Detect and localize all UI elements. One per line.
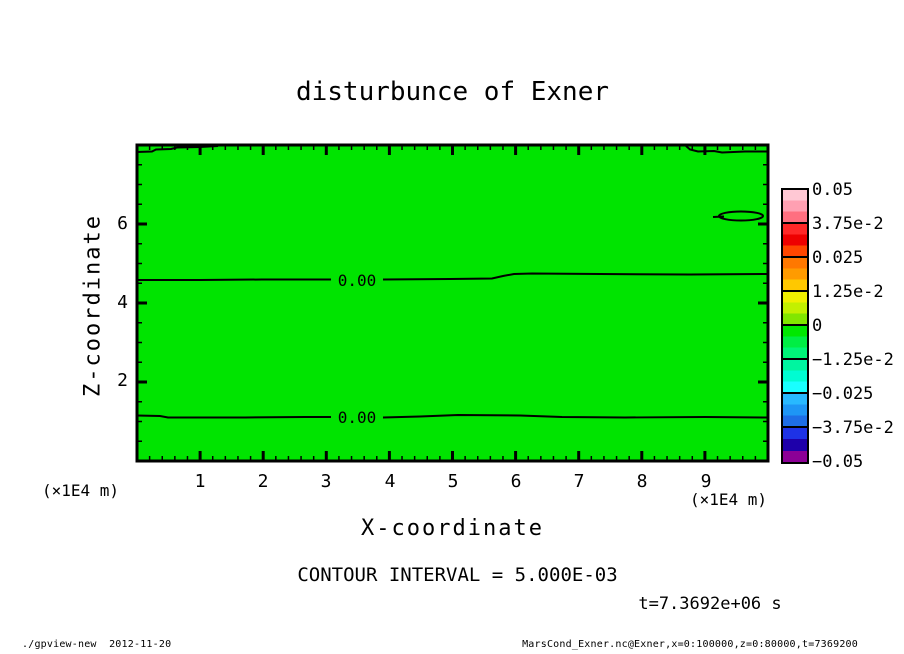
x-tick-label-9: 9 — [700, 471, 712, 492]
z-tick-label-4: 4 — [117, 292, 128, 313]
contour-lower-left-segment — [136, 414, 331, 419]
contour-label-upper: 0.00 — [338, 271, 377, 290]
footer-data-source: MarsCond_Exner.nc@Exner,x=0:100000,z=0:8… — [522, 639, 858, 650]
colorbar-label-0: 0.05 — [812, 180, 853, 200]
colorbar-seg-3 — [783, 292, 807, 326]
contour-top-left-edge — [136, 145, 219, 153]
x-tick-label-2: 2 — [257, 471, 269, 492]
footer-program-version: ./gpview-new 2012-11-20 — [22, 639, 172, 650]
colorbar — [781, 188, 809, 464]
x-tick-label-4: 4 — [384, 471, 396, 492]
x-tick-label-3: 3 — [320, 471, 332, 492]
contour-interval-text: CONTOUR INTERVAL = 5.000E-03 — [297, 564, 618, 586]
plot-area-fill — [135, 143, 770, 463]
x-tick-label-8: 8 — [636, 471, 648, 492]
contour-upper-right-segment — [382, 272, 769, 281]
x-tick-label-5: 5 — [447, 471, 459, 492]
colorbar-seg-7 — [783, 428, 807, 462]
zero-contour-lines — [136, 145, 769, 419]
x-unit-right: (×1E4 m) — [690, 490, 768, 509]
colorbar-label-5: −1.25e-2 — [812, 350, 894, 370]
z-tick-label-2: 2 — [117, 370, 128, 391]
colorbar-label-6: −0.025 — [812, 384, 874, 404]
colorbar-label-1: 3.75e-2 — [812, 214, 884, 234]
x-tick-label-7: 7 — [573, 471, 585, 492]
contour-top-right-edge — [685, 145, 768, 154]
colorbar-label-7: −3.75e-2 — [812, 418, 894, 438]
colorbar-label-2: 0.025 — [812, 248, 864, 268]
colorbar-seg-6 — [783, 394, 807, 428]
colorbar-label-8: −0.05 — [812, 452, 864, 472]
colorbar-seg-0 — [783, 190, 807, 224]
x-axis-title: X-coordinate — [361, 516, 544, 541]
colorbar-label-4: 0 — [812, 316, 823, 336]
chart-title: disturbunce of Exner — [295, 77, 610, 107]
x-tick-label-6: 6 — [510, 471, 522, 492]
time-annotation: t=7.3692e+06 s — [638, 594, 782, 614]
x-tick-label-1: 1 — [194, 471, 206, 492]
colorbar-label-3: 1.25e-2 — [812, 282, 884, 302]
z-tick-label-6: 6 — [117, 213, 128, 234]
colorbar-seg-2 — [783, 258, 807, 292]
colorbar-seg-5 — [783, 360, 807, 394]
colorbar-seg-1 — [783, 224, 807, 258]
contour-upper-left-segment — [137, 278, 331, 281]
contour-lower-right-segment — [382, 413, 769, 419]
closed-contour-blob — [718, 210, 764, 222]
axis-ticks — [137, 145, 768, 461]
x-unit-left: (×1E4 m) — [42, 481, 120, 500]
colorbar-seg-4 — [783, 326, 807, 360]
contour-label-lower: 0.00 — [338, 408, 377, 427]
